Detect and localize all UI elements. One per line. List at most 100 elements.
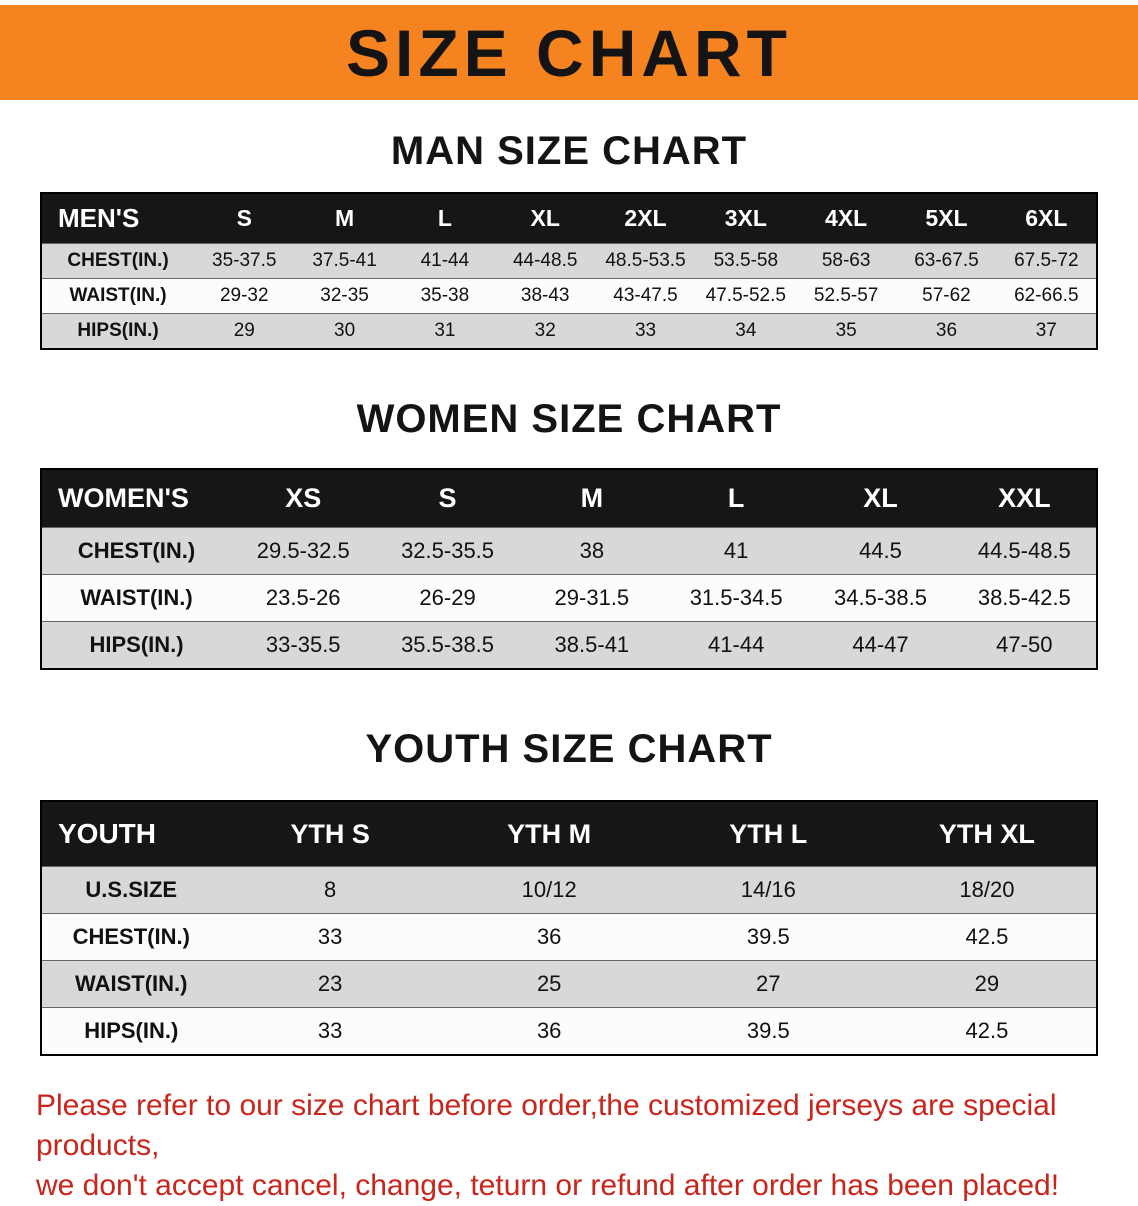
size-value-cell: 29 — [974, 971, 1000, 996]
size-value-cell: 31.5-34.5 — [689, 585, 783, 610]
size-value-cell: 48.5-53.5 — [605, 250, 686, 271]
size-value-cell: 41-44 — [708, 632, 765, 657]
women-section-heading: WOMEN SIZE CHART — [356, 397, 782, 441]
row-label-cell: HIPS(IN.) — [89, 632, 184, 657]
table-header-row: MEN'S S M L XL 2XL 3XL 4XL 5XL 6XL — [41, 193, 1097, 244]
table-row: CHEST(IN.) 29.5-32.5 32.5-35.5 38 41 44.5 44.5… — [41, 527, 1097, 575]
size-value-cell: 10/12 — [521, 877, 577, 902]
size-column-header: 4XL — [795, 193, 897, 244]
size-value-cell: 14/16 — [740, 877, 796, 902]
size-value-cell: 29-31.5 — [554, 585, 630, 610]
row-label-cell: WAIST(IN.) — [75, 971, 188, 996]
size-value-cell: 52.5-57 — [813, 285, 879, 306]
size-value-cell: 44.5 — [859, 538, 902, 563]
row-label-cell: CHEST(IN.) — [67, 250, 169, 271]
size-value-cell: 36 — [536, 1018, 562, 1043]
table-row: HIPS(IN.) 33 36 39.5 42.5 — [41, 1007, 1097, 1055]
size-value-cell: 67.5-72 — [1014, 250, 1079, 271]
table-header-row: YOUTH YTH S YTH M YTH L YTH XL — [41, 801, 1097, 867]
table-row: U.S.SIZE 8 10/12 14/16 18/20 — [41, 866, 1097, 914]
size-value-cell: 37.5-41 — [312, 250, 377, 271]
row-label-cell: WAIST(IN.) — [69, 285, 167, 306]
size-value-cell: 27 — [756, 971, 781, 996]
size-column-header: 3XL — [695, 193, 796, 244]
size-value-cell: 26-29 — [419, 585, 476, 610]
size-value-cell: 29-32 — [219, 285, 269, 306]
size-value-cell: 38.5-41 — [554, 632, 630, 657]
size-value-cell: 58-63 — [821, 250, 871, 271]
size-chart-flyer: SIZE CHART MAN SIZE CHART MEN'S S M L XL 2XL 3… — [0, 5, 1138, 1206]
size-value-cell: 8 — [323, 877, 337, 902]
size-column-header: 5XL — [896, 193, 997, 244]
size-value-cell: 42.5 — [965, 1018, 1009, 1043]
size-value-cell: 42.5 — [965, 924, 1009, 949]
row-label-cell: WAIST(IN.) — [80, 585, 193, 610]
table-row: CHEST(IN.) 35-37.5 37.5-41 41-44 44-48.5 48.5… — [41, 243, 1097, 279]
size-value-cell: 30 — [334, 320, 356, 341]
banner: SIZE CHART — [0, 5, 1138, 100]
size-value-cell: 35 — [835, 320, 857, 341]
size-column-header: L — [664, 469, 809, 528]
table-row: WAIST(IN.) 23 25 27 29 — [41, 960, 1097, 1008]
size-value-cell: 32 — [534, 320, 556, 341]
size-value-cell: 32-35 — [320, 285, 369, 306]
size-column-header: S — [194, 193, 295, 244]
size-value-cell: 35.5-38.5 — [401, 632, 495, 657]
size-value-cell: 34.5-38.5 — [834, 585, 927, 610]
row-label-cell: HIPS(IN.) — [77, 320, 159, 341]
size-value-cell: 44-47 — [852, 632, 909, 657]
size-value-cell: 36 — [935, 320, 958, 341]
row-label-cell: CHEST(IN.) — [77, 538, 196, 563]
size-column-header: YTH M — [439, 801, 659, 867]
size-value-cell: 47-50 — [996, 632, 1053, 657]
table-row: CHEST(IN.) 33 36 39.5 42.5 — [41, 913, 1097, 961]
size-value-cell: 36 — [536, 924, 562, 949]
size-value-cell: 35-38 — [420, 285, 470, 306]
table-row: WAIST(IN.) 29-32 32-35 35-38 38-43 43-47.5 47.… — [41, 278, 1097, 314]
size-value-cell: 29.5-32.5 — [256, 538, 350, 563]
size-value-cell: 18/20 — [959, 877, 1015, 902]
table-title-cell: MEN'S — [41, 193, 195, 244]
size-column-header: M — [294, 193, 395, 244]
size-value-cell: 29 — [233, 320, 255, 341]
women-size-table: WOMEN'S XS S M L XL XXL CHEST(IN.) 29.5-32.5 32.5… — [40, 468, 1098, 670]
size-value-cell: 31 — [434, 320, 456, 341]
size-value-cell: 23 — [317, 971, 343, 996]
women-size-section: WOMEN SIZE CHART WOMEN'S XS S M L XL XXL CHEST(… — [0, 396, 1138, 670]
size-value-cell: 23.5-26 — [265, 585, 341, 610]
size-value-cell: 37 — [1035, 320, 1057, 341]
size-value-cell: 33 — [634, 320, 657, 341]
row-label-cell: U.S.SIZE — [85, 877, 178, 902]
size-value-cell: 44-48.5 — [512, 250, 578, 271]
size-value-cell: 34 — [735, 320, 757, 341]
size-column-header: XXL — [952, 469, 1097, 528]
size-column-header: XL — [808, 469, 953, 528]
size-value-cell: 44.5-48.5 — [977, 538, 1071, 563]
size-value-cell: 32.5-35.5 — [401, 538, 495, 563]
size-value-cell: 33 — [317, 924, 343, 949]
men-section-heading: MAN SIZE CHART — [390, 129, 748, 173]
men-size-section: MAN SIZE CHART MEN'S S M L XL 2XL 3XL 4XL 5XL 6XL… — [0, 128, 1138, 350]
size-value-cell: 39.5 — [746, 1018, 790, 1043]
table-title-cell: WOMEN'S — [41, 469, 232, 528]
size-value-cell: 63-67.5 — [914, 250, 979, 271]
size-value-cell: 62-66.5 — [1014, 285, 1079, 306]
size-value-cell: 38 — [579, 538, 605, 563]
size-column-header: YTH L — [658, 801, 878, 867]
size-value-cell: 39.5 — [746, 924, 790, 949]
men-size-table: MEN'S S M L XL 2XL 3XL 4XL 5XL 6XL CHEST(IN.) 35-37… — [40, 192, 1098, 350]
size-value-cell: 25 — [536, 971, 562, 996]
size-value-cell: 43-47.5 — [613, 285, 678, 306]
table-row: HIPS(IN.) 33-35.5 35.5-38.5 38.5-41 41-44 44-… — [41, 621, 1097, 669]
size-value-cell: 57-62 — [922, 285, 971, 306]
table-header-row: WOMEN'S XS S M L XL XXL — [41, 469, 1097, 528]
page-title: SIZE CHART — [346, 15, 792, 90]
size-column-header: 6XL — [996, 193, 1097, 244]
table-row: HIPS(IN.) 29 30 31 32 33 34 35 36 37 — [41, 313, 1097, 349]
size-value-cell: 38-43 — [520, 285, 570, 306]
row-label-cell: CHEST(IN.) — [72, 924, 190, 949]
disclaimer: Please refer to our size chart before or… — [36, 1086, 1108, 1206]
table-title-cell: YOUTH — [41, 801, 221, 867]
size-value-cell: 35-37.5 — [212, 250, 277, 271]
size-column-header: XL — [495, 193, 596, 244]
